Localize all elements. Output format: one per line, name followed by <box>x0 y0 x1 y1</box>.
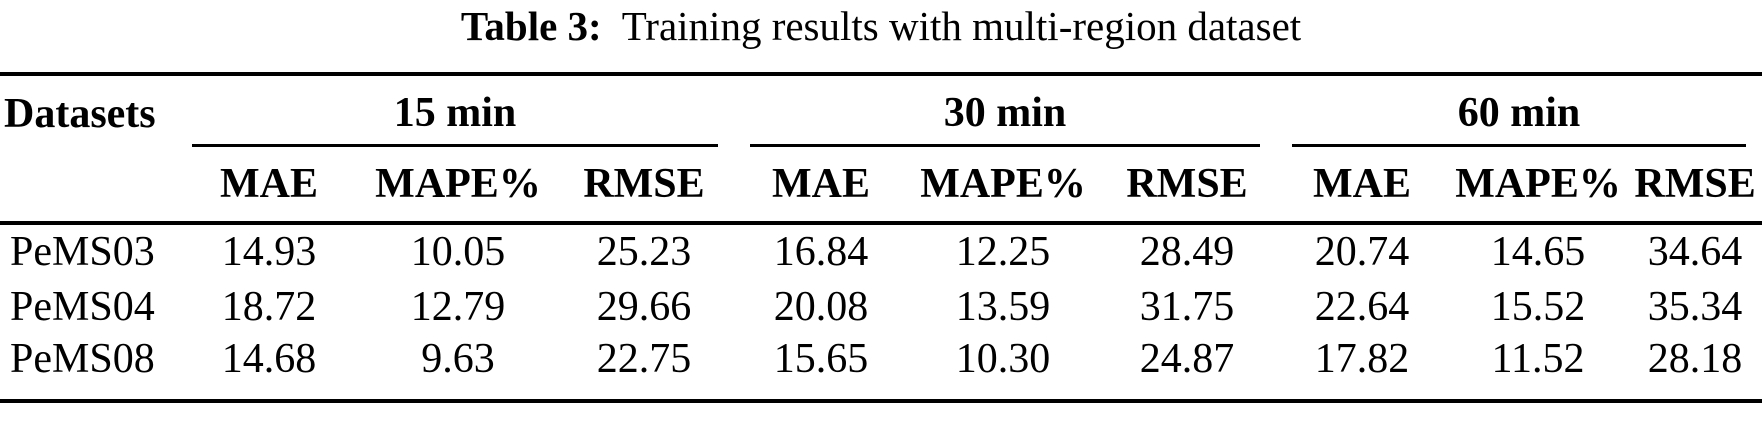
cell-pems03-rmse-60: 34.64 <box>1647 229 1743 275</box>
col-header-rmse-30: RMSE <box>1098 147 1277 225</box>
cell-pems04-mape-15: 12.79 <box>410 284 506 330</box>
table-row-pems03: PeMS03 14.93 10.05 25.23 16.84 12.25 28.… <box>0 223 1762 279</box>
cell-pems04-mape-30: 13.59 <box>955 284 1051 330</box>
col-header-mape-30: MAPE% <box>908 147 1099 225</box>
cell-pems04-mae-60: 22.64 <box>1314 284 1410 330</box>
group-header-60min-label: 60 min <box>1292 76 1747 147</box>
table-caption-text: Training results with multi-region datas… <box>621 3 1302 49</box>
group-header-30min-label: 30 min <box>750 76 1261 147</box>
cell-pems04-mae-15: 18.72 <box>221 284 317 330</box>
col-header-rmse-60: RMSE <box>1628 147 1762 225</box>
cell-pems08-mae-15: 14.68 <box>221 336 317 382</box>
cell-pems03-mae-60: 20.74 <box>1314 229 1410 275</box>
cell-pems08-mae-60: 17.82 <box>1314 336 1410 382</box>
col-header-mae-60: MAE <box>1276 147 1449 225</box>
col-header-mae-30: MAE <box>734 147 909 225</box>
cell-pems08-mape-30: 10.30 <box>955 336 1051 382</box>
cell-pems03-mape-60: 14.65 <box>1490 229 1586 275</box>
cell-pems04-rmse-60: 35.34 <box>1647 284 1743 330</box>
cell-pems04-mape-60: 15.52 <box>1490 284 1586 330</box>
results-table: Datasets 15 min 30 min 60 min MAE MAPE% … <box>0 72 1762 403</box>
cell-pems04-rmse-15: 29.66 <box>596 284 692 330</box>
metric-header-row: MAE MAPE% RMSE MAE MAPE% RMSE MAE MAPE% … <box>0 147 1762 225</box>
cell-pems08-mape-15: 9.63 <box>421 336 495 382</box>
cell-pems03-rmse-30: 28.49 <box>1139 229 1235 275</box>
cell-pems03-rmse-15: 25.23 <box>596 229 692 275</box>
cell-pems03-mape-15: 10.05 <box>410 229 506 275</box>
col-header-mape-60: MAPE% <box>1448 147 1629 225</box>
cell-pems08-mape-60: 11.52 <box>1491 336 1585 382</box>
cell-pems04-mae-30: 20.08 <box>773 284 869 330</box>
cell-pems08-rmse-60: 28.18 <box>1647 336 1743 382</box>
col-header-rmse-15: RMSE <box>554 147 735 225</box>
group-header-15min-label: 15 min <box>192 76 719 147</box>
table-row-pems04: PeMS04 18.72 12.79 29.66 20.08 13.59 31.… <box>0 279 1762 335</box>
cell-pems04-rmse-30: 31.75 <box>1139 284 1235 330</box>
cell-pems03-mae-15: 14.93 <box>221 229 317 275</box>
dataset-label: PeMS03 <box>10 229 155 275</box>
cell-pems08-rmse-15: 22.75 <box>596 336 692 382</box>
table-caption-label: Table 3: <box>460 3 602 49</box>
dataset-label: PeMS08 <box>10 336 155 382</box>
table-caption: Table 3: Training results with multi-regi… <box>0 0 1762 52</box>
cell-pems08-mae-30: 15.65 <box>773 336 869 382</box>
group-header-30min: 30 min <box>734 74 1276 147</box>
cell-pems03-mae-30: 16.84 <box>773 229 869 275</box>
table-row-pems08: PeMS08 14.68 9.63 22.75 15.65 10.30 24.8… <box>0 335 1762 401</box>
cell-pems03-mape-30: 12.25 <box>955 229 1051 275</box>
col-header-mape-15: MAPE% <box>362 147 554 225</box>
group-header-row: Datasets 15 min 30 min 60 min <box>0 74 1762 225</box>
group-header-15min: 15 min <box>176 74 734 147</box>
datasets-column-header: Datasets <box>0 74 176 225</box>
dataset-label: PeMS04 <box>10 284 155 330</box>
group-header-60min: 60 min <box>1276 74 1762 147</box>
cell-pems08-rmse-30: 24.87 <box>1139 336 1235 382</box>
col-header-mae-15: MAE <box>176 147 362 225</box>
